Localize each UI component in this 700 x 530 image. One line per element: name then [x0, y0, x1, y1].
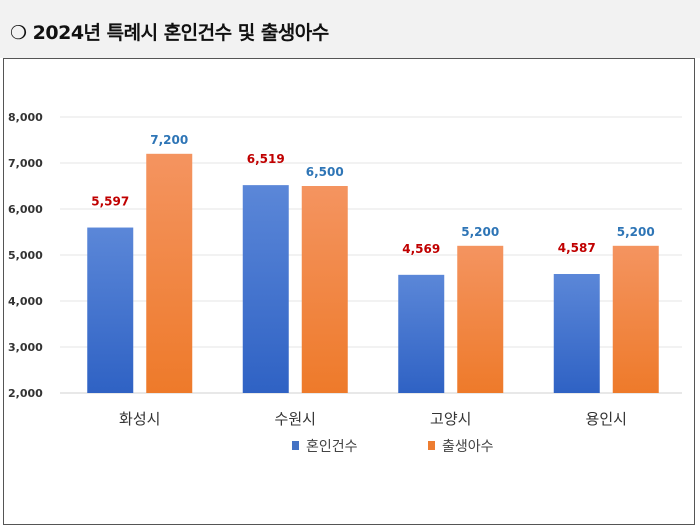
y-tick-label: 4,000: [8, 295, 43, 308]
x-tick-label: 화성시: [119, 410, 160, 428]
y-tick-label: 8,000: [8, 111, 43, 124]
title-bar: ❍ 2024년 특례시 혼인건수 및 출생아수: [0, 0, 700, 58]
chart-frame: [3, 58, 695, 525]
data-label: 6,519: [247, 152, 285, 166]
bar-혼인건수: [87, 227, 134, 393]
bullet-icon: ❍: [10, 22, 27, 44]
data-label: 7,200: [150, 133, 188, 147]
data-label: 4,569: [402, 242, 440, 256]
legend-swatch: [292, 441, 299, 450]
legend-label: 혼인건수: [306, 439, 358, 455]
title-text: 2024년 특례시 혼인건수 및 출생아수: [32, 22, 330, 44]
y-tick-label: 7,000: [8, 157, 43, 170]
y-tick-label: 3,000: [8, 341, 43, 354]
data-label: 5,200: [461, 225, 499, 239]
bar-출생아수: [612, 245, 659, 393]
legend-swatch: [428, 441, 435, 450]
legend-label: 출생아수: [442, 439, 494, 455]
y-tick-label: 5,000: [8, 249, 43, 262]
bar-혼인건수: [398, 274, 445, 393]
data-label: 5,597: [91, 195, 129, 209]
bar-출생아수: [301, 186, 348, 393]
x-tick-label: 용인시: [586, 410, 627, 428]
bar-혼인건수: [242, 185, 289, 393]
data-label: 4,587: [558, 241, 596, 255]
x-tick-label: 고양시: [430, 410, 471, 428]
data-label: 6,500: [306, 165, 344, 179]
bar-출생아수: [146, 153, 193, 393]
x-tick-label: 수원시: [275, 410, 316, 428]
y-tick-label: 2,000: [8, 387, 43, 400]
bar-출생아수: [457, 245, 504, 393]
bar-혼인건수: [553, 273, 600, 393]
page-title: ❍ 2024년 특례시 혼인건수 및 출생아수: [10, 18, 329, 45]
data-label: 5,200: [617, 225, 655, 239]
y-tick-label: 6,000: [8, 203, 43, 216]
